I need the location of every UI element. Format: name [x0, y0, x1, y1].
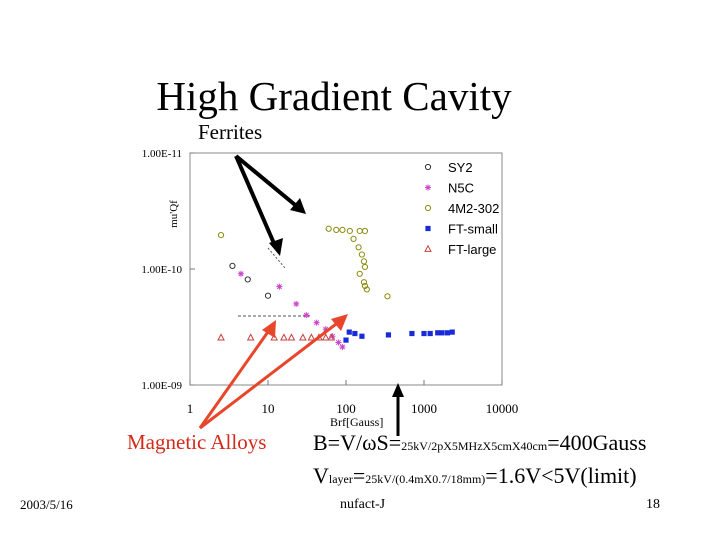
brf-arrow	[392, 383, 404, 436]
legend-label: N5C	[448, 181, 474, 196]
x-tick-label: 10000	[486, 401, 519, 416]
y-tick-label: 1.00E-11	[142, 148, 182, 160]
data-point	[361, 263, 369, 271]
data-point	[303, 312, 310, 319]
data-point	[360, 279, 368, 286]
data-point	[355, 244, 362, 251]
page-number: 18	[646, 497, 660, 512]
data-point	[361, 227, 369, 235]
data-point	[313, 319, 320, 326]
data-point	[246, 333, 255, 341]
data-point	[287, 333, 296, 341]
legend-label: 4M2-302	[448, 201, 499, 216]
data-point	[449, 329, 455, 335]
formula-text: =400Gauss	[547, 430, 647, 455]
data-point	[384, 293, 391, 300]
y-axis-label: mu'Qf	[168, 200, 180, 228]
ferrites-label: Ferrites	[198, 120, 263, 144]
legend-marker	[424, 163, 432, 171]
y-tick-label: 1.00E-09	[141, 380, 182, 392]
legend-label: FT-large	[448, 242, 496, 257]
data-point	[343, 337, 349, 343]
data-point	[360, 258, 368, 265]
formula-text: B=V/ωS=	[313, 430, 402, 455]
data-point	[264, 292, 272, 299]
data-point	[270, 333, 279, 341]
data-point	[356, 227, 363, 235]
slide-title: High Gradient Cavity	[156, 73, 512, 119]
tick-labels: 1 10 100 1000 10000 1.00E-11 1.00E-10 1.00E-09	[141, 148, 518, 416]
formula-subscript: 25kV/(0.4mX0.7/18mm)	[365, 472, 486, 486]
formula-text: V	[313, 463, 329, 488]
formula-subscript: layer	[328, 472, 353, 486]
formula-subscript: 25kV/2pX5MHzX5cmX40cm	[401, 439, 548, 453]
x-tick-label: 100	[336, 401, 356, 416]
magnetic-alloy-arrows	[198, 314, 348, 430]
legend: SY2 N5C 4M2-302 FT-small FT-large	[424, 160, 499, 257]
legend-label: SY2	[448, 160, 473, 175]
data-point	[339, 343, 346, 350]
data-point	[427, 330, 433, 337]
data-point	[409, 330, 415, 337]
data-point	[293, 300, 300, 307]
axis-ticks	[189, 152, 503, 386]
formula-text: =1.6V<5V(limit)	[485, 463, 637, 488]
data-point	[361, 282, 369, 290]
data-point	[439, 330, 445, 336]
data-point	[421, 330, 427, 337]
data-point	[327, 333, 336, 341]
data-point	[322, 326, 329, 333]
data-point	[276, 283, 283, 290]
data-point	[325, 225, 332, 232]
trend-line	[267, 247, 286, 269]
data-point	[217, 333, 225, 341]
slide-date: 2003/5/16	[20, 497, 73, 512]
data-point	[333, 226, 340, 233]
legend-label: FT-small	[448, 222, 498, 237]
data-point	[346, 329, 352, 335]
x-tick-label: 1000	[411, 401, 437, 416]
data-point	[339, 226, 346, 233]
ferrite-arrows	[234, 154, 306, 256]
magnetic-alloys-label: Magnetic Alloys	[127, 430, 267, 454]
b-field-formula: B=V/ωS=25kV/2pX5MHzX5cmX40cm=400Gauss	[313, 430, 646, 456]
data-point	[280, 333, 288, 341]
voltage-formula: Vlayer=25kV/(0.4mX0.7/18mm)=1.6V<5V(limi…	[313, 463, 637, 489]
data-point	[358, 251, 366, 258]
data-point	[335, 339, 342, 346]
data-point	[356, 270, 363, 277]
data-point	[352, 330, 358, 337]
data-point	[321, 333, 330, 341]
legend-marker	[425, 225, 431, 232]
data-point	[385, 332, 392, 338]
data-point	[237, 270, 244, 277]
data-point	[229, 262, 236, 269]
x-tick-label: 1	[187, 401, 194, 416]
data-point	[244, 276, 251, 283]
data-point	[299, 333, 307, 341]
data-point	[350, 235, 357, 242]
legend-marker	[424, 244, 432, 252]
data-point	[363, 286, 370, 293]
data-point	[307, 333, 316, 341]
x-axis-label: Brf[Gauss]	[330, 415, 383, 429]
legend-marker	[425, 184, 431, 191]
x-tick-label: 10	[262, 401, 275, 416]
data-point	[346, 227, 353, 235]
data-point	[359, 333, 365, 339]
data-point	[444, 330, 451, 336]
formula-text: =	[352, 463, 366, 488]
chart-marks	[217, 225, 455, 350]
data-point	[217, 231, 225, 239]
y-tick-label: 1.00E-10	[141, 264, 182, 276]
legend-marker	[424, 204, 432, 212]
data-point	[435, 330, 441, 336]
slide-footer: nufact-J	[340, 497, 386, 512]
